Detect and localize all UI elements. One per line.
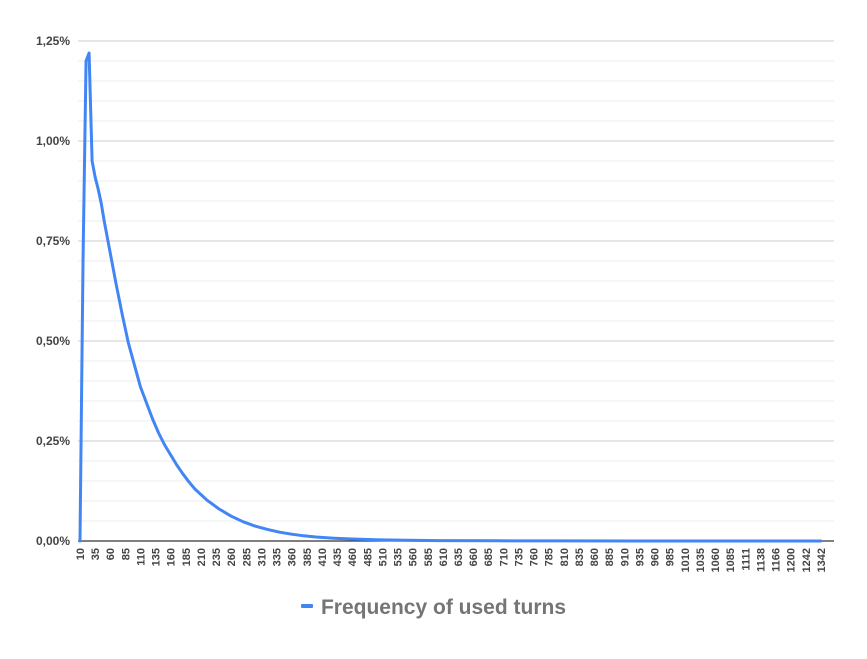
x-tick-label: 210 [196, 548, 208, 566]
x-tick-label: 735 [513, 548, 525, 566]
x-tick-label: 385 [302, 548, 314, 566]
major-gridlines [78, 40, 834, 542]
y-tick-label: 0,50% [36, 334, 70, 348]
x-tick-label: 685 [483, 548, 495, 566]
x-tick-label: 260 [226, 548, 238, 566]
x-tick-label: 60 [105, 548, 117, 560]
x-tick-label: 785 [544, 548, 556, 566]
x-tick-label: 1138 [755, 548, 767, 572]
x-tick-label: 1085 [725, 548, 737, 572]
x-tick-label: 710 [498, 548, 510, 566]
x-tick-label: 560 [408, 548, 420, 566]
y-tick-label: 0,00% [36, 534, 70, 548]
x-tick-label: 1060 [710, 548, 722, 572]
y-tick-label: 0,25% [36, 434, 70, 448]
x-tick-label: 185 [181, 548, 193, 566]
x-tick-label: 310 [256, 548, 268, 566]
x-tick-label: 85 [120, 548, 132, 560]
x-tick-label: 835 [574, 548, 586, 566]
x-tick-label: 635 [453, 548, 465, 566]
x-tick-label: 1200 [786, 548, 798, 572]
x-tick-label: 985 [665, 548, 677, 566]
y-tick-label: 0,75% [36, 234, 70, 248]
x-tick-label: 660 [468, 548, 480, 566]
x-tick-label: 1111 [740, 548, 752, 571]
x-tick-label: 885 [604, 548, 616, 566]
x-tick-label: 160 [166, 548, 178, 566]
x-tick-label: 110 [135, 548, 147, 566]
y-axis: 0,00% 0,25% 0,50% 0,75% 1,00% 1,25% [36, 34, 70, 548]
x-tick-label: 35 [90, 548, 102, 560]
x-tick-label: 485 [362, 548, 374, 566]
series-line [78, 51, 823, 543]
x-tick-label: 435 [332, 548, 344, 566]
x-tick-label: 135 [151, 548, 163, 566]
x-tick-label: 810 [559, 548, 571, 566]
x-tick-label: 285 [241, 548, 253, 566]
x-tick-label: 860 [589, 548, 601, 566]
minor-gridlines [78, 60, 834, 522]
x-tick-label: 760 [529, 548, 541, 566]
x-tick-label: 460 [347, 548, 359, 566]
y-tick-label: 1,25% [36, 34, 70, 48]
x-tick-label: 1010 [680, 548, 692, 572]
x-tick-label: 910 [619, 548, 631, 566]
plot-area [78, 51, 823, 543]
x-tick-label: 1242 [801, 548, 813, 572]
legend-swatch [300, 604, 313, 609]
y-tick-label: 1,00% [36, 134, 70, 148]
x-tick-label: 1035 [695, 548, 707, 572]
x-tick-label: 585 [423, 548, 435, 566]
x-tick-label: 535 [393, 548, 405, 566]
x-tick-label: 610 [438, 548, 450, 566]
x-tick-label: 360 [287, 548, 299, 566]
legend: Frequency of used turns [0, 596, 867, 620]
x-axis: 10 35 60 85 110 135 160 185 210 235 260 285 310 335 36… [75, 548, 828, 572]
legend-label: Frequency of used turns [320, 596, 567, 619]
x-tick-label: 410 [317, 548, 329, 566]
x-tick-label: 510 [377, 548, 389, 566]
x-tick-label: 960 [650, 548, 662, 566]
x-tick-label: 1166 [771, 548, 783, 572]
x-tick-label: 1342 [816, 548, 828, 572]
x-tick-label: 10 [75, 548, 87, 560]
x-tick-label: 935 [634, 548, 646, 566]
x-tick-label: 335 [272, 548, 284, 566]
x-tick-label: 235 [211, 548, 223, 566]
